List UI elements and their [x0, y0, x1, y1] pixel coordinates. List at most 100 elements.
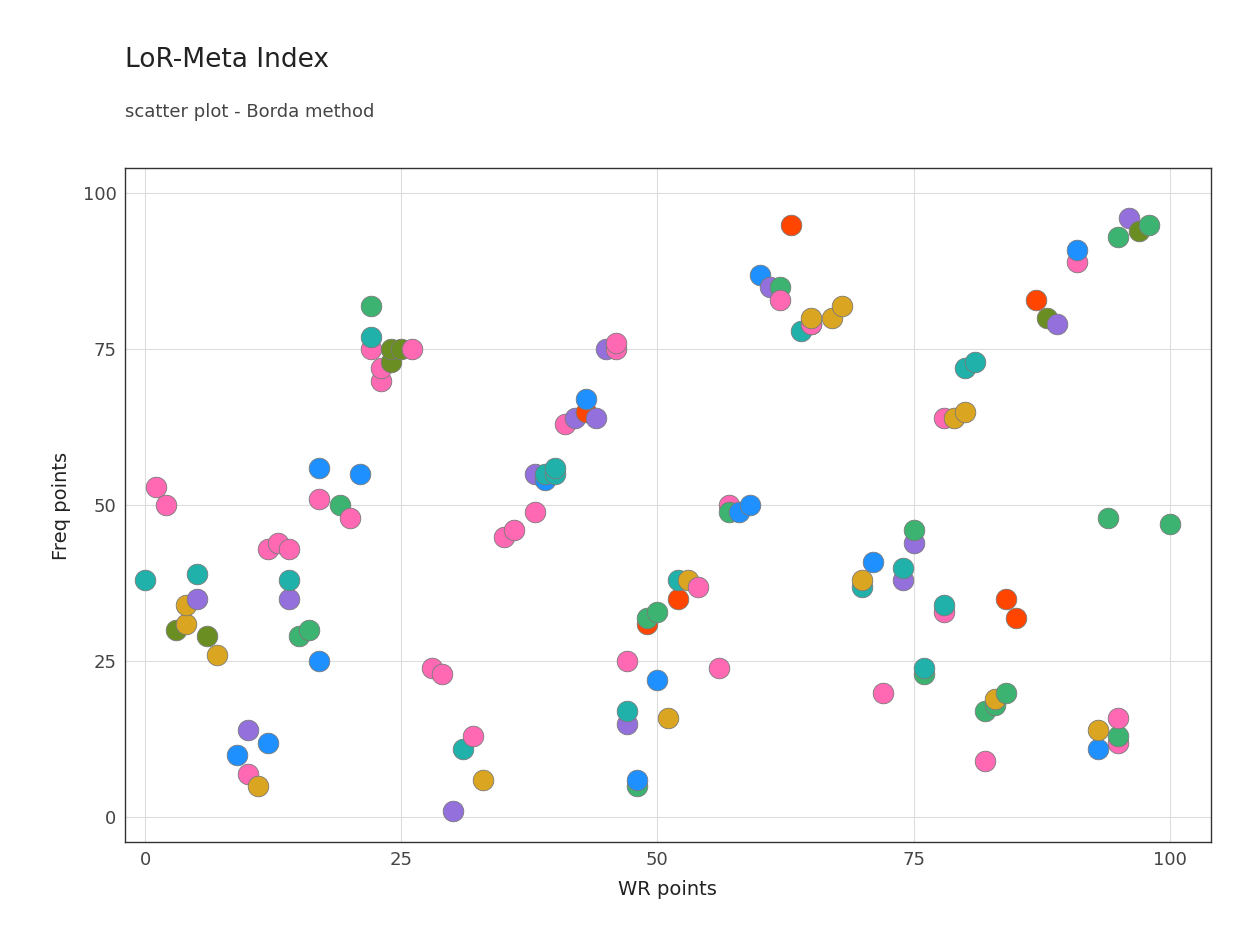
Point — [597, 342, 617, 357]
Point — [914, 666, 934, 681]
Point — [535, 473, 555, 488]
Point — [278, 542, 298, 557]
Point — [862, 554, 882, 569]
Point — [1067, 242, 1087, 257]
Point — [290, 629, 310, 644]
Point — [986, 692, 1006, 707]
Point — [832, 299, 852, 314]
Point — [770, 292, 790, 307]
Point — [1118, 211, 1138, 226]
Point — [668, 592, 688, 607]
Point — [361, 299, 381, 314]
Point — [166, 622, 186, 637]
Point — [248, 779, 268, 794]
Point — [1108, 729, 1128, 744]
Point — [821, 311, 841, 326]
Point — [258, 735, 278, 750]
Point — [729, 505, 749, 519]
Point — [432, 666, 452, 681]
Point — [872, 685, 892, 700]
Point — [371, 360, 391, 375]
Point — [278, 592, 298, 607]
Point — [689, 579, 709, 594]
Point — [565, 411, 585, 426]
Point — [1047, 317, 1067, 332]
Point — [617, 654, 636, 669]
Y-axis label: Freq points: Freq points — [52, 451, 71, 560]
Point — [904, 523, 924, 538]
Point — [1159, 517, 1179, 532]
Point — [227, 748, 247, 763]
Point — [504, 523, 524, 538]
Point — [1006, 610, 1026, 625]
Point — [607, 342, 626, 357]
Point — [626, 779, 646, 794]
Point — [535, 467, 555, 482]
Point — [935, 411, 955, 426]
Point — [453, 741, 473, 756]
Point — [361, 342, 381, 357]
Point — [310, 654, 329, 669]
Point — [1108, 710, 1128, 725]
Point — [381, 342, 401, 357]
Point — [176, 598, 196, 613]
Point — [329, 498, 349, 513]
Point — [975, 753, 995, 768]
Point — [740, 498, 760, 513]
Point — [575, 404, 595, 419]
Point — [638, 610, 658, 625]
Point — [648, 604, 668, 619]
Point — [719, 505, 739, 519]
Point — [658, 710, 678, 725]
Point — [310, 491, 329, 506]
Point — [135, 573, 155, 588]
Point — [156, 498, 176, 513]
Point — [555, 417, 575, 431]
Point — [780, 217, 800, 232]
Point — [310, 461, 329, 475]
Point — [575, 392, 595, 407]
Point — [268, 535, 288, 550]
Point — [801, 317, 821, 332]
Point — [935, 598, 955, 613]
Point — [1129, 224, 1149, 239]
Point — [300, 622, 319, 637]
Point — [678, 573, 698, 588]
Point — [894, 573, 914, 588]
Point — [719, 498, 739, 513]
Point — [904, 535, 924, 550]
Point — [801, 311, 821, 326]
Point — [668, 573, 688, 588]
Point — [750, 267, 770, 282]
Text: scatter plot - Borda method: scatter plot - Borda method — [125, 103, 374, 121]
Point — [371, 373, 391, 388]
Point — [207, 648, 227, 663]
Point — [473, 772, 493, 787]
Point — [1139, 217, 1159, 232]
Point — [197, 629, 217, 644]
Point — [176, 617, 196, 632]
Point — [146, 479, 166, 494]
Point — [626, 772, 646, 787]
Point — [914, 660, 934, 675]
Point — [351, 467, 371, 482]
Point — [1037, 311, 1057, 326]
X-axis label: WR points: WR points — [618, 880, 718, 899]
Point — [402, 342, 422, 357]
Point — [955, 404, 975, 419]
Point — [1108, 229, 1128, 244]
Point — [801, 317, 821, 332]
Point — [381, 355, 401, 370]
Point — [852, 579, 872, 594]
Point — [524, 505, 544, 519]
Point — [617, 716, 636, 731]
Point — [237, 767, 257, 782]
Point — [1108, 735, 1128, 750]
Text: LoR-Meta Index: LoR-Meta Index — [125, 47, 328, 73]
Point — [278, 573, 298, 588]
Point — [361, 329, 381, 344]
Point — [648, 673, 668, 688]
Point — [945, 411, 965, 426]
Point — [443, 804, 463, 819]
Point — [237, 723, 257, 738]
